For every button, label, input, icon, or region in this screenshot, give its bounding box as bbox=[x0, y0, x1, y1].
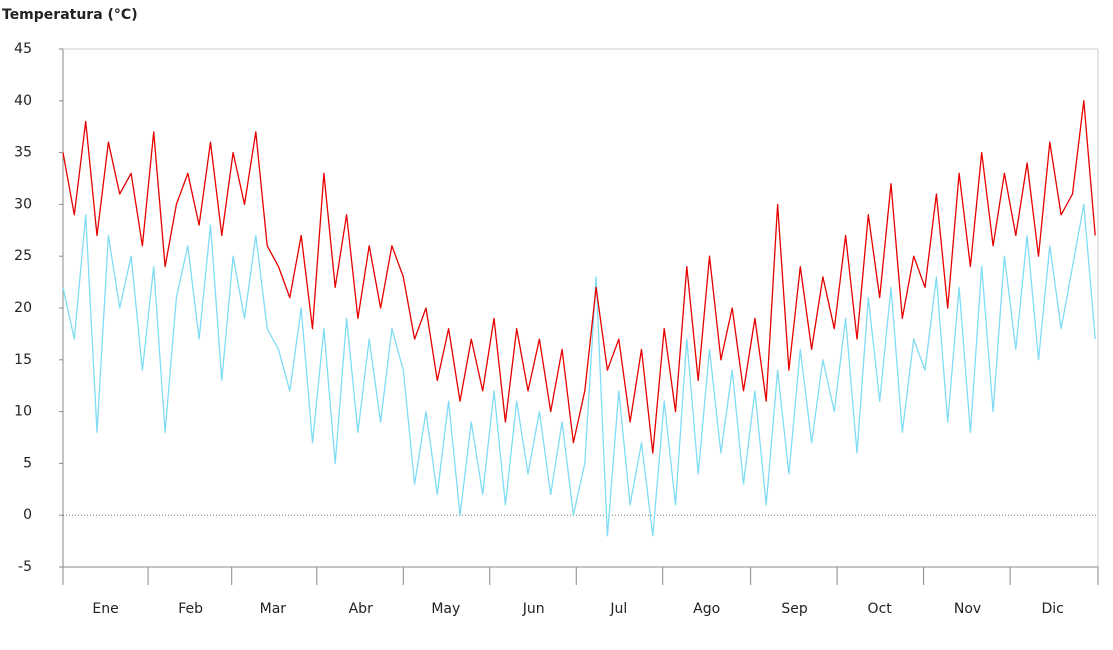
y-tick-label: 0 bbox=[23, 507, 32, 523]
y-tick-label: 30 bbox=[14, 196, 32, 212]
x-tick-label: Ene bbox=[92, 601, 118, 617]
x-tick-label: May bbox=[431, 601, 460, 617]
x-tick-label: Dic bbox=[1041, 601, 1063, 617]
y-tick-label: 40 bbox=[14, 93, 32, 109]
y-tick-label: 25 bbox=[14, 248, 32, 264]
y-tick-label: 45 bbox=[14, 41, 32, 57]
x-tick-label: Sep bbox=[781, 601, 808, 617]
y-axis-title: Temperatura (°C) bbox=[2, 7, 138, 23]
y-tick-label: -5 bbox=[18, 559, 32, 575]
y-tick-label: 35 bbox=[14, 145, 32, 161]
y-tick-label: 20 bbox=[14, 300, 32, 316]
y-tick-label: 5 bbox=[23, 455, 32, 471]
x-tick-label: Oct bbox=[868, 601, 893, 617]
x-tick-label: Jul bbox=[609, 601, 627, 617]
x-tick-label: Jun bbox=[522, 601, 545, 617]
series-line bbox=[62, 100, 1096, 454]
series-line bbox=[62, 203, 1096, 537]
x-tick-label: Abr bbox=[349, 601, 373, 617]
y-tick-label: 10 bbox=[14, 404, 32, 420]
x-tick-label: Nov bbox=[954, 601, 981, 617]
x-tick-label: Ago bbox=[693, 601, 720, 617]
x-tick-label: Mar bbox=[260, 601, 287, 617]
x-tick-label: Feb bbox=[178, 601, 203, 617]
y-tick-label: 15 bbox=[14, 352, 32, 368]
